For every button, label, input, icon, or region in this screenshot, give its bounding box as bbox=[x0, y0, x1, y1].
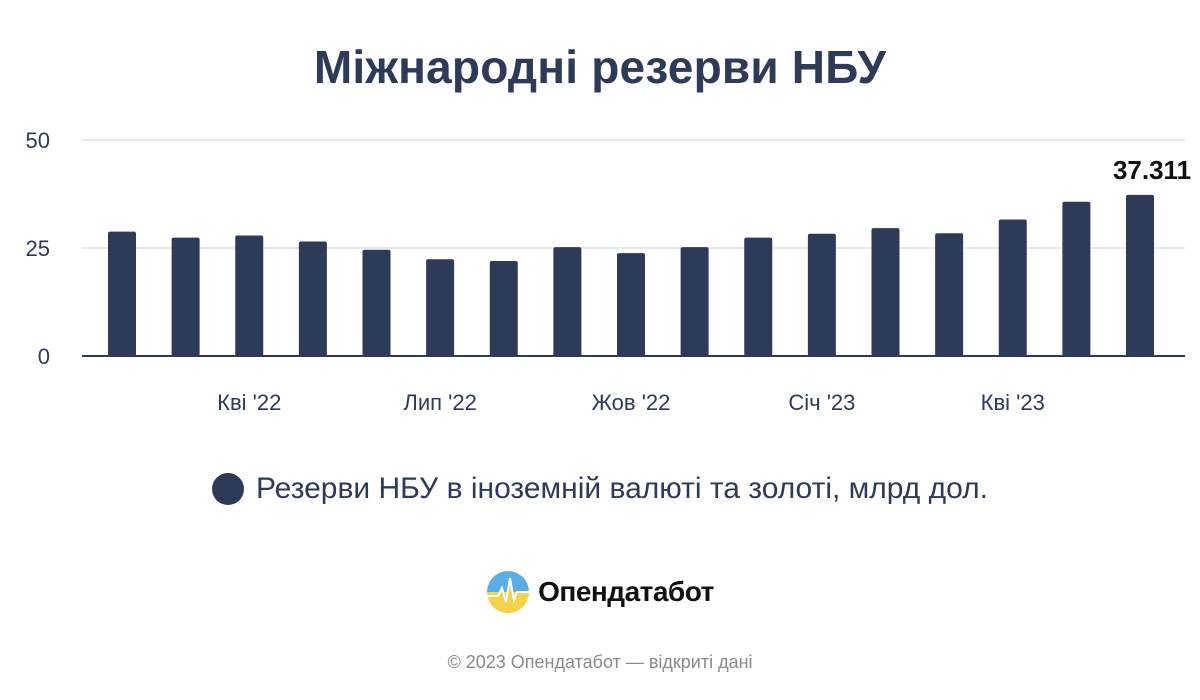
bar bbox=[807, 233, 836, 356]
y-tick-label: 25 bbox=[26, 236, 50, 261]
legend-marker bbox=[211, 473, 244, 505]
bar bbox=[871, 228, 900, 356]
y-tick-label: 50 bbox=[26, 128, 50, 153]
bar bbox=[489, 260, 518, 356]
bar bbox=[617, 253, 645, 356]
data-label: 37.311 bbox=[1113, 155, 1191, 185]
x-tick-label: Кві '22 bbox=[217, 390, 281, 415]
bar bbox=[680, 247, 709, 356]
bar bbox=[553, 247, 582, 356]
x-tick-label: Січ '23 bbox=[788, 390, 855, 415]
chart-title: Міжнародні резерви НБУ bbox=[313, 41, 887, 93]
brand-name: Опендатабот bbox=[538, 576, 714, 607]
bar bbox=[235, 235, 264, 356]
bar bbox=[744, 237, 773, 356]
x-tick-label: Лип '22 bbox=[403, 390, 476, 415]
brand-logo: Опендатабот bbox=[0, 570, 1200, 614]
y-tick-label: 0 bbox=[38, 344, 50, 369]
bar bbox=[362, 249, 391, 356]
bar bbox=[108, 231, 136, 356]
footer-copyright[interactable]: © 2023 Опендатабот — відкриті дані bbox=[447, 652, 753, 672]
bar bbox=[1062, 201, 1091, 356]
bar bbox=[171, 237, 200, 356]
x-tick-label: Кві '23 bbox=[981, 390, 1045, 415]
opendatabot-logo-icon bbox=[487, 571, 530, 613]
bar-chart: 0 25 50 Кві '22 Лип '22 Жов '22 Січ '23 Кві '23… bbox=[26, 128, 1192, 415]
bar bbox=[1126, 194, 1154, 356]
bar bbox=[426, 259, 455, 356]
bar bbox=[998, 219, 1027, 356]
legend-label: Резерви НБУ в іноземній валюті та золоті… bbox=[255, 472, 988, 505]
bar bbox=[298, 241, 327, 356]
legend[interactable]: Резерви НБУ в іноземній валюті та золоті… bbox=[0, 472, 1200, 506]
x-tick-label: Жов '22 bbox=[592, 390, 671, 415]
bar bbox=[935, 233, 964, 356]
